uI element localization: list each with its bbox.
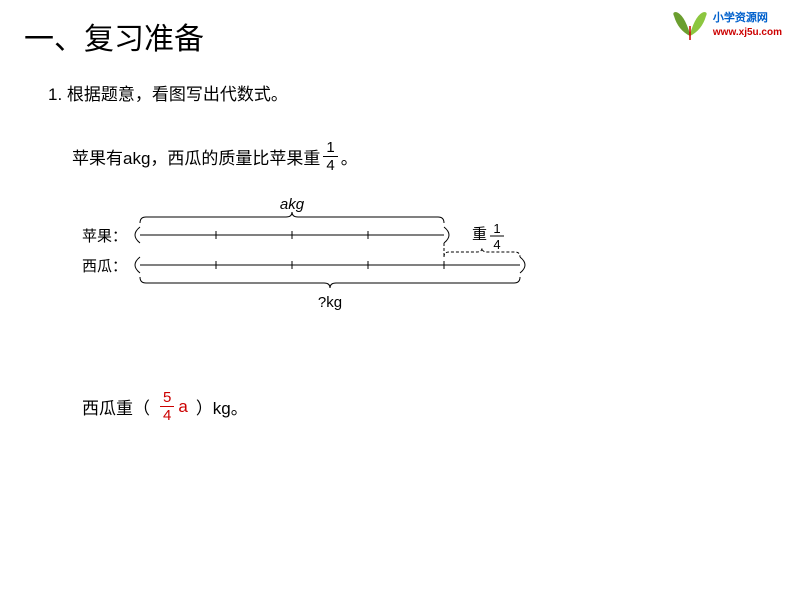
problem-text-after: 。 — [341, 144, 358, 169]
answer-fraction-num: 5 — [160, 390, 174, 407]
right-frac-num: 1 — [493, 221, 500, 236]
right-label-text: 重 — [472, 226, 487, 243]
fraction-numerator: 1 — [323, 140, 337, 157]
diagram-top-label: akg — [280, 196, 305, 213]
problem-text-before: 苹果有akg，西瓜的质量比苹果重 — [72, 144, 320, 169]
bar-diagram: akg 苹果： 重 1 4 西瓜： ?kg — [82, 195, 542, 325]
logo-text-bottom: www.xj5u.com — [713, 26, 782, 39]
site-logo: 小学资源网 www.xj5u.com — [670, 8, 782, 42]
answer-fraction: 5 4 — [160, 390, 174, 423]
answer-fraction-den: 4 — [160, 407, 174, 423]
leaf-icon — [670, 8, 710, 42]
logo-text: 小学资源网 www.xj5u.com — [713, 11, 782, 38]
answer-line: 西瓜重（ 5 4 a ）kg。 — [82, 390, 248, 423]
logo-text-top: 小学资源网 — [713, 11, 782, 25]
watermelon-label: 西瓜： — [82, 258, 127, 275]
diagram-bottom-label: ?kg — [318, 294, 342, 311]
section-title: 一、复习准备 — [24, 14, 204, 58]
fraction-denominator: 4 — [323, 157, 337, 173]
answer-variable: a — [178, 397, 187, 417]
answer-prefix: 西瓜重（ — [82, 394, 150, 419]
problem-label: 1. 根据题意，看图写出代数式。 — [48, 80, 288, 105]
problem-fraction: 1 4 — [323, 140, 337, 173]
right-frac-den: 4 — [493, 237, 500, 252]
apple-label: 苹果： — [82, 228, 127, 245]
problem-text: 苹果有akg，西瓜的质量比苹果重 1 4 。 — [72, 140, 358, 173]
answer-suffix: ）kg。 — [196, 394, 248, 419]
